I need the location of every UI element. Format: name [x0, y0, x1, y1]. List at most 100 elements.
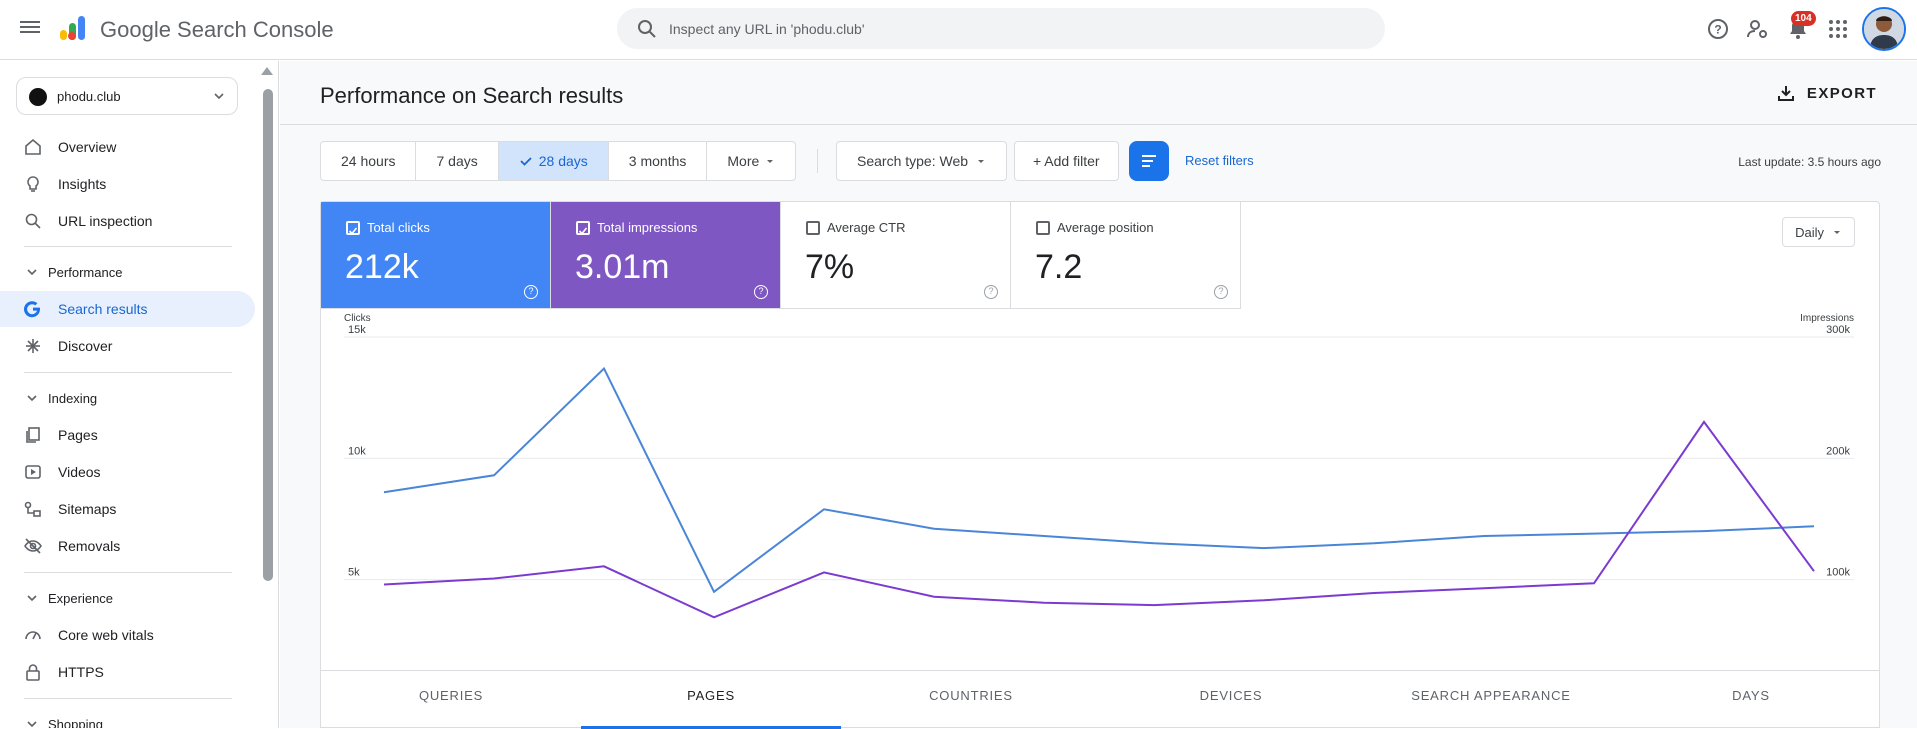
sidebar-item-label: Core web vitals [58, 627, 154, 643]
google-g-icon [24, 301, 40, 318]
range-28-days[interactable]: 28 days [498, 142, 609, 180]
help-icon[interactable]: ? [1706, 17, 1730, 41]
apps-grid-icon[interactable] [1826, 17, 1850, 41]
y-tick-right: 200k [1826, 445, 1850, 457]
sidebar-item-core-web-vitals[interactable]: Core web vitals [0, 617, 255, 653]
tab-queries[interactable]: QUERIES [418, 688, 484, 703]
metric-label: Average CTR [827, 220, 906, 235]
divider [24, 572, 232, 573]
sidebar-item-sitemaps[interactable]: Sitemaps [0, 491, 255, 527]
caret-down-icon [1834, 231, 1840, 234]
help-icon[interactable]: ? [984, 285, 998, 299]
sidebar-item-search-results[interactable]: Search results [0, 291, 255, 327]
metric-average-position[interactable]: Average position 7.2 ? [1011, 202, 1241, 309]
account-avatar[interactable] [1862, 7, 1906, 51]
sidebar-item-overview[interactable]: Overview [0, 129, 255, 165]
section-performance[interactable]: Performance [0, 257, 240, 287]
sidebar-scrollbar[interactable] [263, 89, 273, 581]
pages-icon [26, 427, 40, 443]
section-indexing[interactable]: Indexing [0, 383, 240, 413]
sidebar-item-discover[interactable]: Discover [0, 328, 255, 364]
divider [24, 246, 232, 247]
chevron-down-icon [27, 721, 37, 728]
tab-days[interactable]: DAYS [1732, 688, 1770, 703]
chevron-down-icon [27, 269, 37, 276]
svg-text:?: ? [1714, 23, 1721, 37]
sidebar-item-label: Search results [58, 301, 148, 317]
top-app-bar: Google Search Console ? 104 [0, 0, 1917, 60]
tab-countries[interactable]: COUNTRIES [929, 688, 1013, 703]
sidebar-item-insights[interactable]: Insights [0, 166, 255, 202]
search-type-filter[interactable]: Search type: Web [836, 141, 1008, 181]
sidebar-item-pages[interactable]: Pages [0, 417, 255, 453]
series-line-clicks [383, 366, 1815, 594]
checkbox-checked[interactable] [576, 221, 590, 235]
metric-total-clicks[interactable]: Total clicks 212k ? [321, 202, 551, 309]
search-icon [638, 20, 656, 38]
range-3-months[interactable]: 3 months [609, 142, 708, 180]
url-inspection-search[interactable] [617, 8, 1385, 49]
metric-value: 7.2 [1035, 248, 1083, 286]
reset-filters-link[interactable]: Reset filters [1185, 153, 1254, 168]
property-selector[interactable]: phodu.club [16, 77, 238, 115]
checkbox-unchecked[interactable] [1036, 221, 1050, 235]
section-title: Shopping [48, 717, 103, 728]
range-24-hours[interactable]: 24 hours [321, 142, 417, 180]
filter-settings-button[interactable] [1129, 141, 1169, 181]
metric-value: 3.01m [575, 248, 670, 286]
sidebar-item-removals[interactable]: Removals [0, 528, 255, 564]
metric-total-impressions[interactable]: Total impressions 3.01m ? [551, 202, 781, 309]
caret-down-icon [767, 160, 774, 163]
granularity-dropdown[interactable]: Daily [1782, 217, 1855, 247]
range-more[interactable]: More [707, 142, 795, 180]
help-icon[interactable]: ? [754, 285, 768, 299]
y-axis-label-right: Impressions [1800, 313, 1854, 324]
range-7-days[interactable]: 7 days [416, 142, 499, 180]
divider [24, 372, 232, 373]
metric-value: 7% [805, 248, 855, 286]
eye-off-icon [24, 538, 42, 554]
range-label: 28 days [538, 153, 588, 169]
sidebar-item-videos[interactable]: Videos [0, 454, 255, 490]
metric-value: 212k [345, 248, 419, 286]
page-header: Performance on Search results EXPORT [280, 61, 1917, 125]
y-tick-right: 100k [1826, 567, 1850, 579]
sidebar-item-https[interactable]: HTTPS [0, 654, 255, 690]
help-icon[interactable]: ? [524, 285, 538, 299]
sidebar-item-label: Sitemaps [58, 501, 117, 517]
main-menu-icon[interactable] [20, 18, 40, 38]
tab-search-appearance[interactable]: SEARCH APPEARANCE [1411, 688, 1571, 703]
y-tick-left: 15k [348, 324, 366, 336]
checkbox-unchecked[interactable] [806, 221, 820, 235]
sidebar-item-url-inspection[interactable]: URL inspection [0, 203, 255, 239]
property-icon [29, 88, 47, 106]
export-button[interactable]: EXPORT [1777, 84, 1877, 102]
date-range-selector: 24 hours 7 days 28 days 3 months More [320, 141, 797, 181]
help-icon[interactable]: ? [1214, 285, 1228, 299]
tab-pages[interactable]: PAGES [581, 671, 841, 729]
page-title: Performance on Search results [320, 83, 624, 108]
caret-down-icon [978, 160, 985, 163]
add-filter-button[interactable]: + Add filter [1014, 141, 1119, 181]
gauge-icon [25, 631, 41, 640]
scroll-up-arrow[interactable] [261, 67, 273, 75]
range-label: More [727, 153, 760, 169]
range-label: 7 days [436, 153, 478, 169]
section-shopping[interactable]: Shopping [0, 709, 240, 728]
checkbox-checked[interactable] [346, 221, 360, 235]
lightbulb-icon [27, 176, 39, 192]
range-label: 24 hours [341, 153, 396, 169]
search-type-label: Search type: Web [857, 153, 969, 169]
check-icon [348, 227, 358, 235]
chevron-down-icon [214, 93, 224, 100]
users-settings-icon[interactable] [1746, 17, 1770, 41]
granularity-label: Daily [1795, 224, 1824, 240]
check-icon [520, 157, 532, 166]
metric-average-ctr[interactable]: Average CTR 7% ? [781, 202, 1011, 309]
search-icon [25, 213, 41, 229]
section-title: Performance [48, 265, 123, 280]
search-input[interactable] [669, 8, 1359, 49]
tab-devices[interactable]: DEVICES [1199, 688, 1263, 703]
section-experience[interactable]: Experience [0, 583, 240, 613]
sidebar-item-label: Removals [58, 538, 121, 554]
